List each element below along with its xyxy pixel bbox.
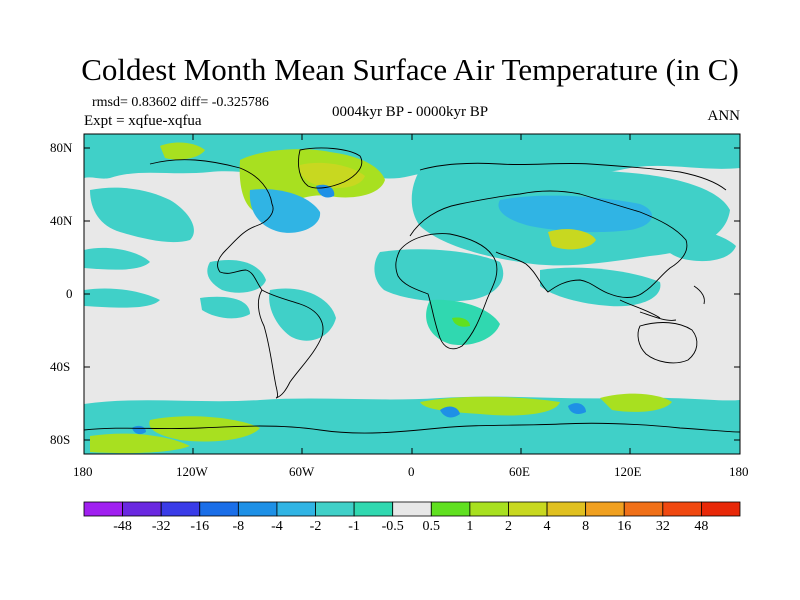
lat-label-80s: 80S	[50, 432, 71, 447]
colorbar-swatch	[199, 501, 239, 517]
lon-label-60e: 60E	[509, 464, 530, 479]
indian-ocean-cool	[540, 267, 661, 307]
lon-label-120w: 120W	[176, 464, 208, 479]
colorbar-label: -4	[271, 519, 283, 534]
colorbar-label: -1	[348, 519, 360, 534]
lat-label-80n: 80N	[50, 140, 73, 155]
colorbar-swatch	[276, 501, 316, 517]
south-america-coast	[261, 289, 324, 399]
tropical-pacific-cool	[84, 288, 160, 308]
colorbar-label: -2	[309, 519, 322, 534]
colorbar-swatch	[237, 501, 278, 517]
colorbar-swatch	[701, 501, 741, 517]
west-pacific-cool-2	[658, 229, 736, 262]
west-pacific-cool	[84, 247, 150, 270]
coastlines	[84, 147, 740, 434]
eurasia-coast	[409, 190, 688, 298]
colorbar-swatch	[430, 501, 471, 517]
sahara-cool	[374, 249, 504, 302]
axis-ticks	[83, 134, 741, 454]
japan-coast	[693, 285, 705, 305]
east-antarctic-warm	[600, 393, 672, 412]
colorbar-label: 2	[504, 519, 512, 534]
tibet-warm	[548, 229, 596, 250]
colorbar-swatch	[508, 501, 548, 517]
central-asia-cool	[498, 195, 653, 233]
period-text: 0004kyr BP - 0000kyr BP	[331, 104, 489, 120]
cold-spot-south	[440, 406, 460, 418]
map-field	[84, 134, 740, 454]
colorbar-label: 32	[655, 519, 670, 534]
amazon-cool	[269, 288, 336, 341]
colorbar-swatch	[585, 501, 625, 517]
cold-spot-south-2	[568, 403, 586, 414]
north-america-cool	[249, 189, 321, 233]
colorbar-label: -8	[232, 519, 245, 534]
antarctic-warm-2	[90, 433, 190, 454]
lon-label-60w: 60W	[289, 464, 315, 479]
south-america-west-coast	[257, 289, 278, 399]
greenland-warmer	[299, 162, 365, 188]
lon-label-120e: 120E	[614, 464, 642, 479]
colorbar-swatch	[662, 501, 702, 517]
map-title: Coldest Month Mean Surface Air Temperatu…	[81, 52, 739, 87]
africa-warm-spot	[452, 317, 470, 327]
colorbar-swatch	[623, 501, 664, 517]
central-america-cool	[207, 260, 266, 293]
lon-label-180w: 180	[73, 464, 93, 479]
lon-label-180e: 180	[729, 464, 749, 479]
north-pacific-cool	[90, 187, 194, 243]
antarctica-coast	[84, 422, 740, 434]
pacific-cool-patch	[200, 296, 250, 319]
colorbar-swatch	[469, 501, 509, 517]
colorbar-swatch	[122, 501, 162, 517]
lon-label-0: 0	[408, 464, 415, 479]
lat-label-40s: 40S	[50, 359, 71, 374]
colorbar-swatch	[392, 501, 432, 517]
indonesia-coast	[619, 299, 677, 321]
colorbar-swatch	[83, 501, 123, 517]
north-america-coast	[149, 159, 274, 291]
colorbar-swatch	[546, 501, 587, 517]
lat-label-0: 0	[66, 286, 73, 301]
eurasia-north-coast	[419, 162, 727, 191]
colorbar-label: 0.5	[422, 519, 441, 534]
australia-coast	[637, 322, 698, 364]
lat-label-40n: 40N	[50, 213, 73, 228]
colorbar-label: -0.5	[381, 519, 404, 534]
colorbar-label: 48	[694, 519, 709, 534]
colorbar-label: 16	[617, 519, 632, 534]
colorbar-label: -48	[113, 519, 132, 534]
colorbar-label: 4	[543, 519, 551, 534]
colorbar-label: 1	[466, 519, 474, 534]
colorbar-swatch	[353, 501, 394, 517]
arctic-warm-patch	[160, 142, 205, 160]
africa-coast	[395, 233, 498, 350]
colorbar-label: 8	[582, 519, 590, 534]
season-text: ANN	[707, 108, 741, 124]
stats-text: rmsd= 0.83602 diff= -0.325786	[92, 95, 269, 110]
experiment-text: Expt = xqfue-xqfua	[84, 113, 202, 129]
colorbar-swatch	[315, 501, 355, 517]
colorbar-label: -32	[151, 519, 171, 534]
greenland-coast	[297, 147, 363, 189]
colorbar	[83, 501, 741, 517]
ross-sea-warm	[149, 416, 260, 442]
colorbar-swatch	[160, 501, 201, 517]
colorbar-label: -16	[190, 519, 210, 534]
